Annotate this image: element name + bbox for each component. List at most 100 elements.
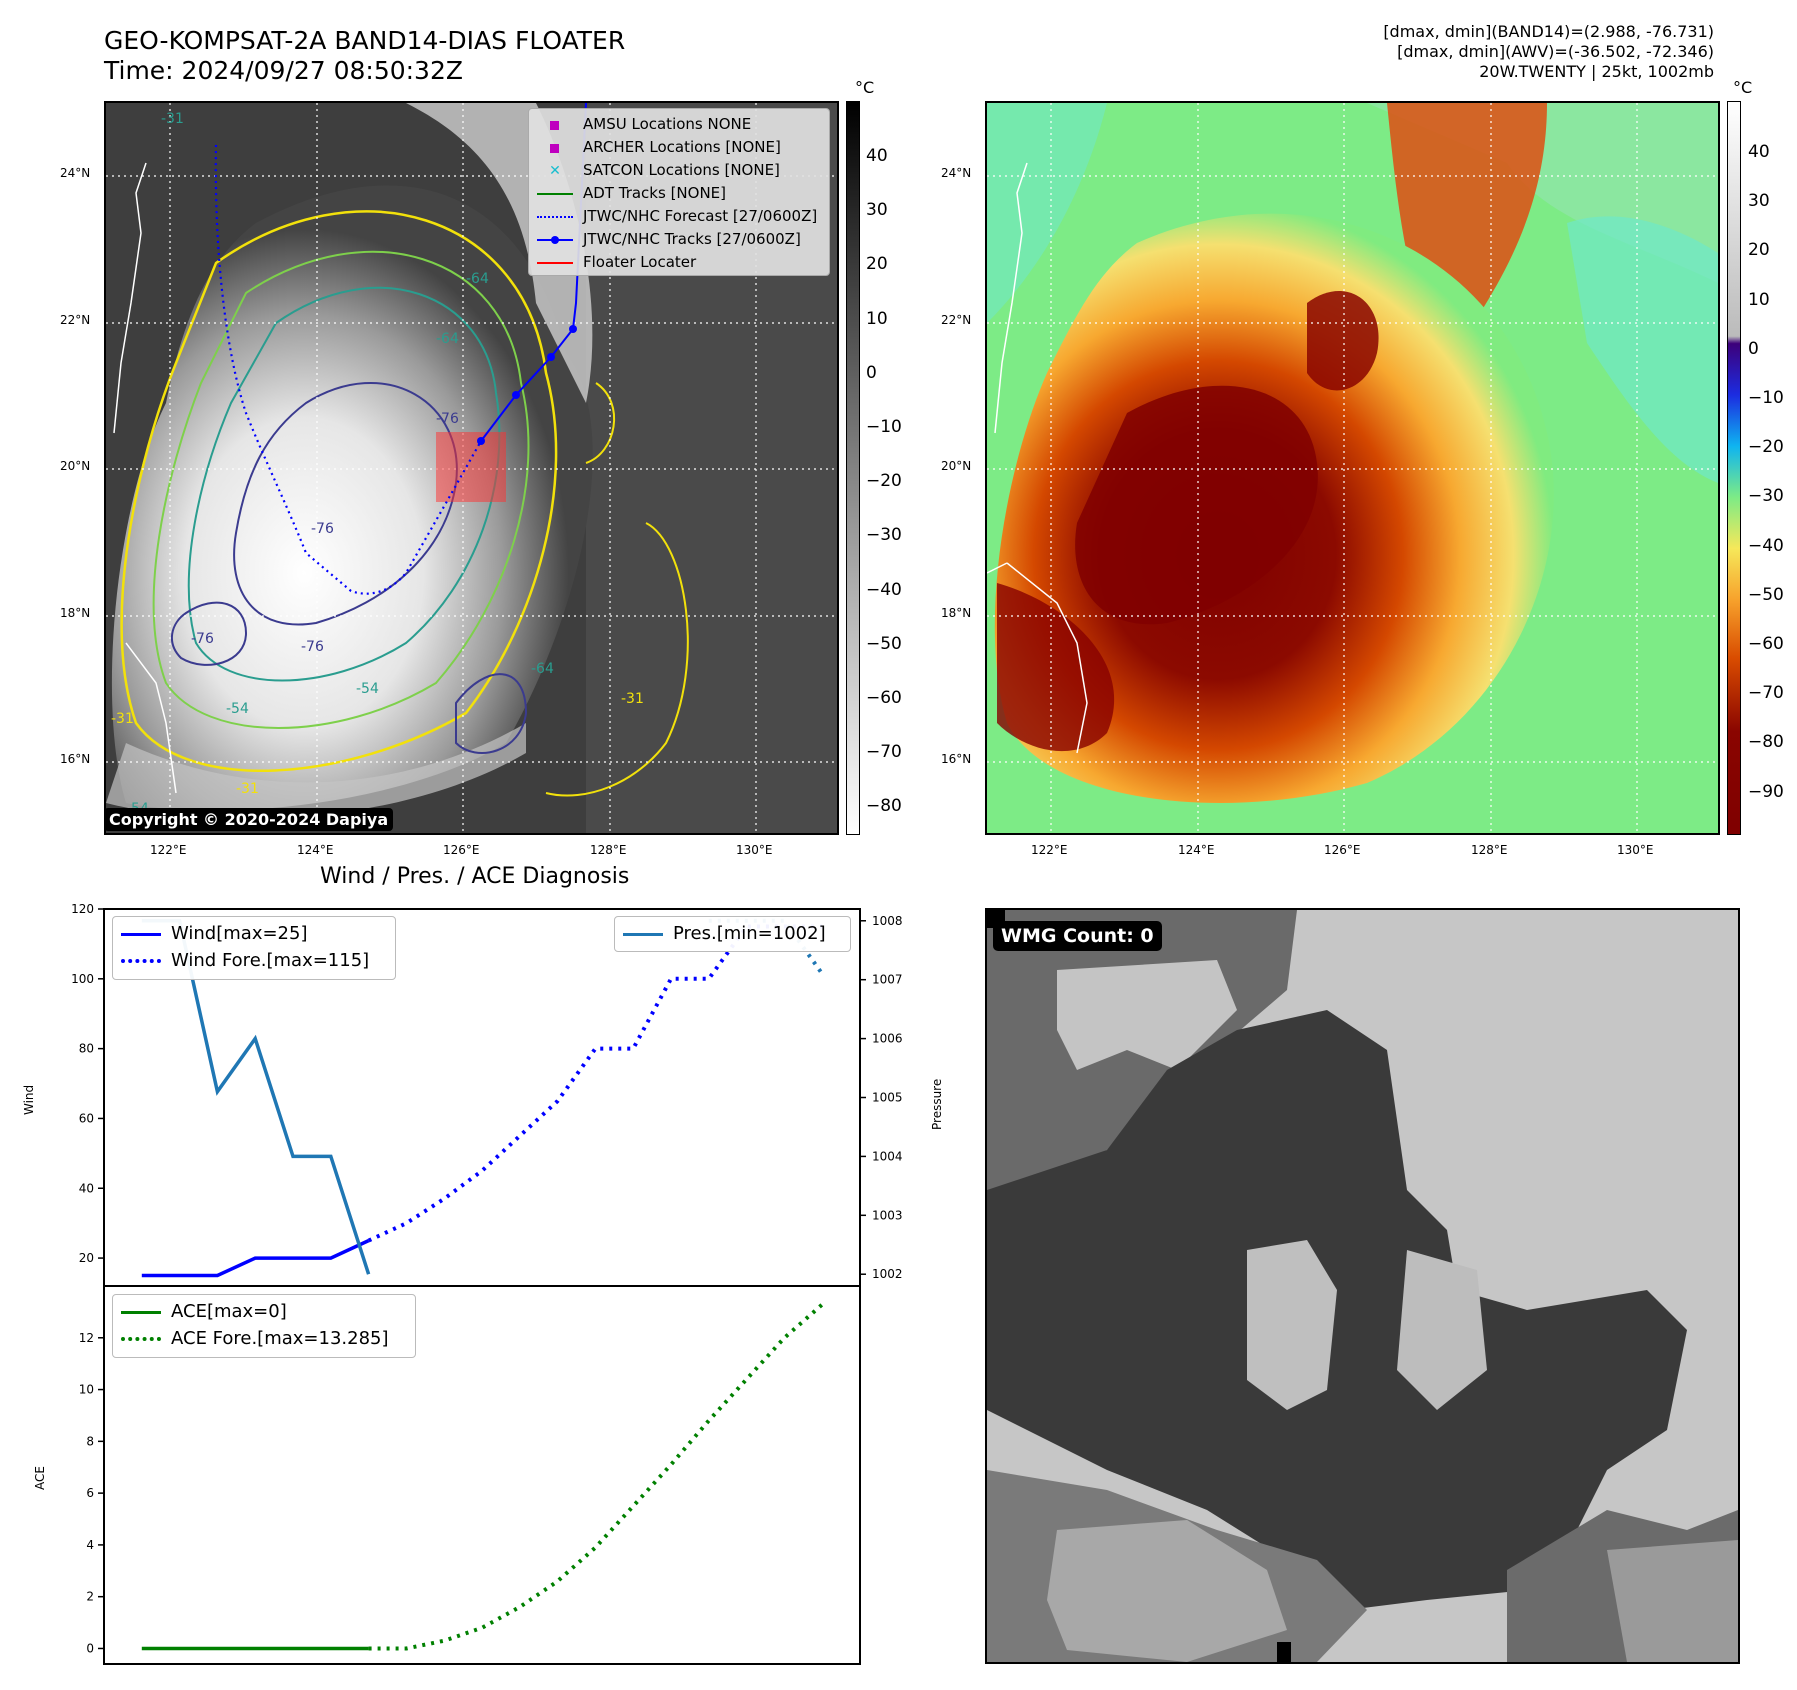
lon-tick: 124°E [1178, 843, 1215, 857]
contour-label: -64 [466, 271, 489, 287]
colorbar-tick: 0 [866, 362, 877, 383]
wind-axis-tick-label: 120 [71, 902, 94, 916]
contour-label: -76 [191, 631, 214, 647]
wind-axis-tick-label: 40 [79, 1181, 94, 1195]
colorbar-tick: −30 [866, 525, 902, 546]
colorbar-tick: 30 [866, 200, 888, 221]
lon-tick: 122°E [1031, 843, 1068, 857]
lat-tick: 22°N [60, 313, 91, 327]
legend-item-wind: Wind[max=25] [121, 920, 387, 947]
diagnosis-title: Wind / Pres. / ACE Diagnosis [320, 864, 630, 889]
legend-item-ace: ACE[max=0] [121, 1298, 407, 1325]
ir-colorbar-unit: °C [855, 78, 875, 97]
colorbar-tick: −60 [1748, 634, 1784, 654]
ir-map-legend: AMSU Locations NONE ARCHER Locations [NO… [528, 108, 830, 276]
title-line-2: Time: 2024/09/27 08:50:32Z [104, 56, 463, 85]
lon-tick: 124°E [297, 843, 334, 857]
lat-tick: 18°N [941, 606, 972, 620]
contour-label: -31 [621, 691, 644, 707]
lon-tick: 126°E [1324, 843, 1361, 857]
wind-axis-tick-label: 80 [79, 1042, 94, 1056]
ace-axis-tick-label: 6 [86, 1486, 94, 1500]
color-colorbar-unit: °C [1733, 78, 1753, 97]
floater-locater-box [436, 432, 506, 502]
pressure-axis-tick-label: 1005 [872, 1091, 903, 1105]
pressure-axis-tick-label: 1003 [872, 1208, 903, 1222]
colorbar-tick: −10 [1748, 388, 1784, 408]
colorbar-tick: −50 [866, 633, 902, 654]
lat-tick: 18°N [60, 606, 91, 620]
lat-tick: 24°N [60, 166, 91, 180]
contour-label: -54 [356, 681, 379, 697]
wmg-dark-region [987, 1010, 1687, 1610]
colorbar-tick: −10 [866, 417, 902, 437]
legend-item-amsu: AMSU Locations NONE [537, 113, 821, 136]
legend-item-archer: ARCHER Locations [NONE] [537, 136, 821, 159]
contour-label: -31 [111, 711, 134, 727]
wmg-panel [985, 908, 1740, 1664]
pressure-axis-tick-label: 1002 [872, 1267, 903, 1281]
wind-axis-tick-label: 20 [79, 1251, 94, 1265]
ace-axis-tick-label: 12 [79, 1331, 94, 1345]
lon-tick: 126°E [443, 843, 480, 857]
legend-item-ace-forecast: ACE Fore.[max=13.285] [121, 1325, 407, 1352]
color-map-panel [985, 101, 1720, 835]
contour-label: -64 [531, 661, 554, 677]
legend-item-wind-forecast: Wind Fore.[max=115] [121, 947, 387, 974]
info-line-2: [dmax, dmin](AWV)=(-36.502, -72.346) [1397, 42, 1714, 61]
colorbar-tick: 10 [866, 308, 888, 329]
figure-info: [dmax, dmin](BAND14)=(2.988, -76.731) [d… [1383, 22, 1714, 82]
wind-axis-tick-label: 100 [71, 972, 94, 986]
colorbar-tick: −60 [866, 688, 902, 708]
ir-colorbar [846, 101, 860, 835]
wind-legend: Wind[max=25] Wind Fore.[max=115] [112, 916, 396, 980]
legend-item-forecast: JTWC/NHC Forecast [27/0600Z] [537, 205, 821, 228]
colorbar-tick: 40 [866, 146, 888, 166]
colorbar-tick: −90 [1748, 781, 1784, 802]
colorbar-tick: −70 [866, 742, 902, 763]
legend-item-adt: ADT Tracks [NONE] [537, 182, 821, 205]
lon-tick: 130°E [736, 843, 773, 857]
pressure-legend: Pres.[min=1002] [614, 916, 851, 952]
colorbar-tick: −50 [1748, 584, 1784, 605]
lat-tick: 22°N [941, 313, 972, 327]
lon-tick: 128°E [590, 843, 627, 857]
lat-tick: 20°N [60, 459, 91, 473]
contour-label: -64 [436, 331, 459, 347]
pressure-axis-tick-label: 1007 [872, 973, 903, 987]
contour-label: -76 [436, 411, 459, 427]
ace-axis-label: ACE [33, 1466, 47, 1490]
wmg-image [987, 910, 1738, 1662]
figure-title: GEO-KOMPSAT-2A BAND14-DIAS FLOATER Time:… [104, 26, 625, 86]
ace-axis-tick-label: 4 [86, 1538, 94, 1552]
series-line-ace-fore-max-13-285 [368, 1302, 824, 1651]
lon-tick: 122°E [150, 843, 187, 857]
copyright-badge: Copyright © 2020-2024 Dapiya [104, 808, 394, 831]
pressure-axis-tick-label: 1008 [872, 914, 903, 928]
wind-axis-label: Wind [22, 1084, 36, 1115]
colorbar-tick: −40 [866, 579, 902, 600]
colorbar-tick: 20 [1748, 240, 1770, 261]
lat-tick: 24°N [941, 166, 972, 180]
pressure-axis-tick-label: 1006 [872, 1032, 903, 1046]
color-map-image [987, 103, 1718, 833]
colorbar-tick: −80 [866, 796, 902, 817]
legend-item-tracks: JTWC/NHC Tracks [27/0600Z] [537, 228, 821, 251]
title-line-1: GEO-KOMPSAT-2A BAND14-DIAS FLOATER [104, 26, 626, 55]
colorbar-tick: −40 [1748, 535, 1784, 556]
lat-tick: 16°N [60, 752, 91, 766]
lon-tick: 130°E [1617, 843, 1654, 857]
series-line-wind-fore-max-115 [367, 924, 823, 1243]
lat-tick: 16°N [941, 752, 972, 766]
lat-tick: 20°N [941, 459, 972, 473]
color-colorbar [1727, 101, 1741, 835]
legend-item-pressure: Pres.[min=1002] [623, 920, 842, 947]
ace-axis-tick-label: 10 [79, 1383, 94, 1397]
colorbar-tick: −70 [1748, 683, 1784, 704]
info-line-1: [dmax, dmin](BAND14)=(2.988, -76.731) [1383, 22, 1714, 41]
wind-axis-tick-label: 60 [79, 1111, 94, 1125]
pressure-axis-label: Pressure [930, 1078, 944, 1130]
lon-tick: 128°E [1471, 843, 1508, 857]
colorbar-tick: 40 [1748, 142, 1770, 162]
